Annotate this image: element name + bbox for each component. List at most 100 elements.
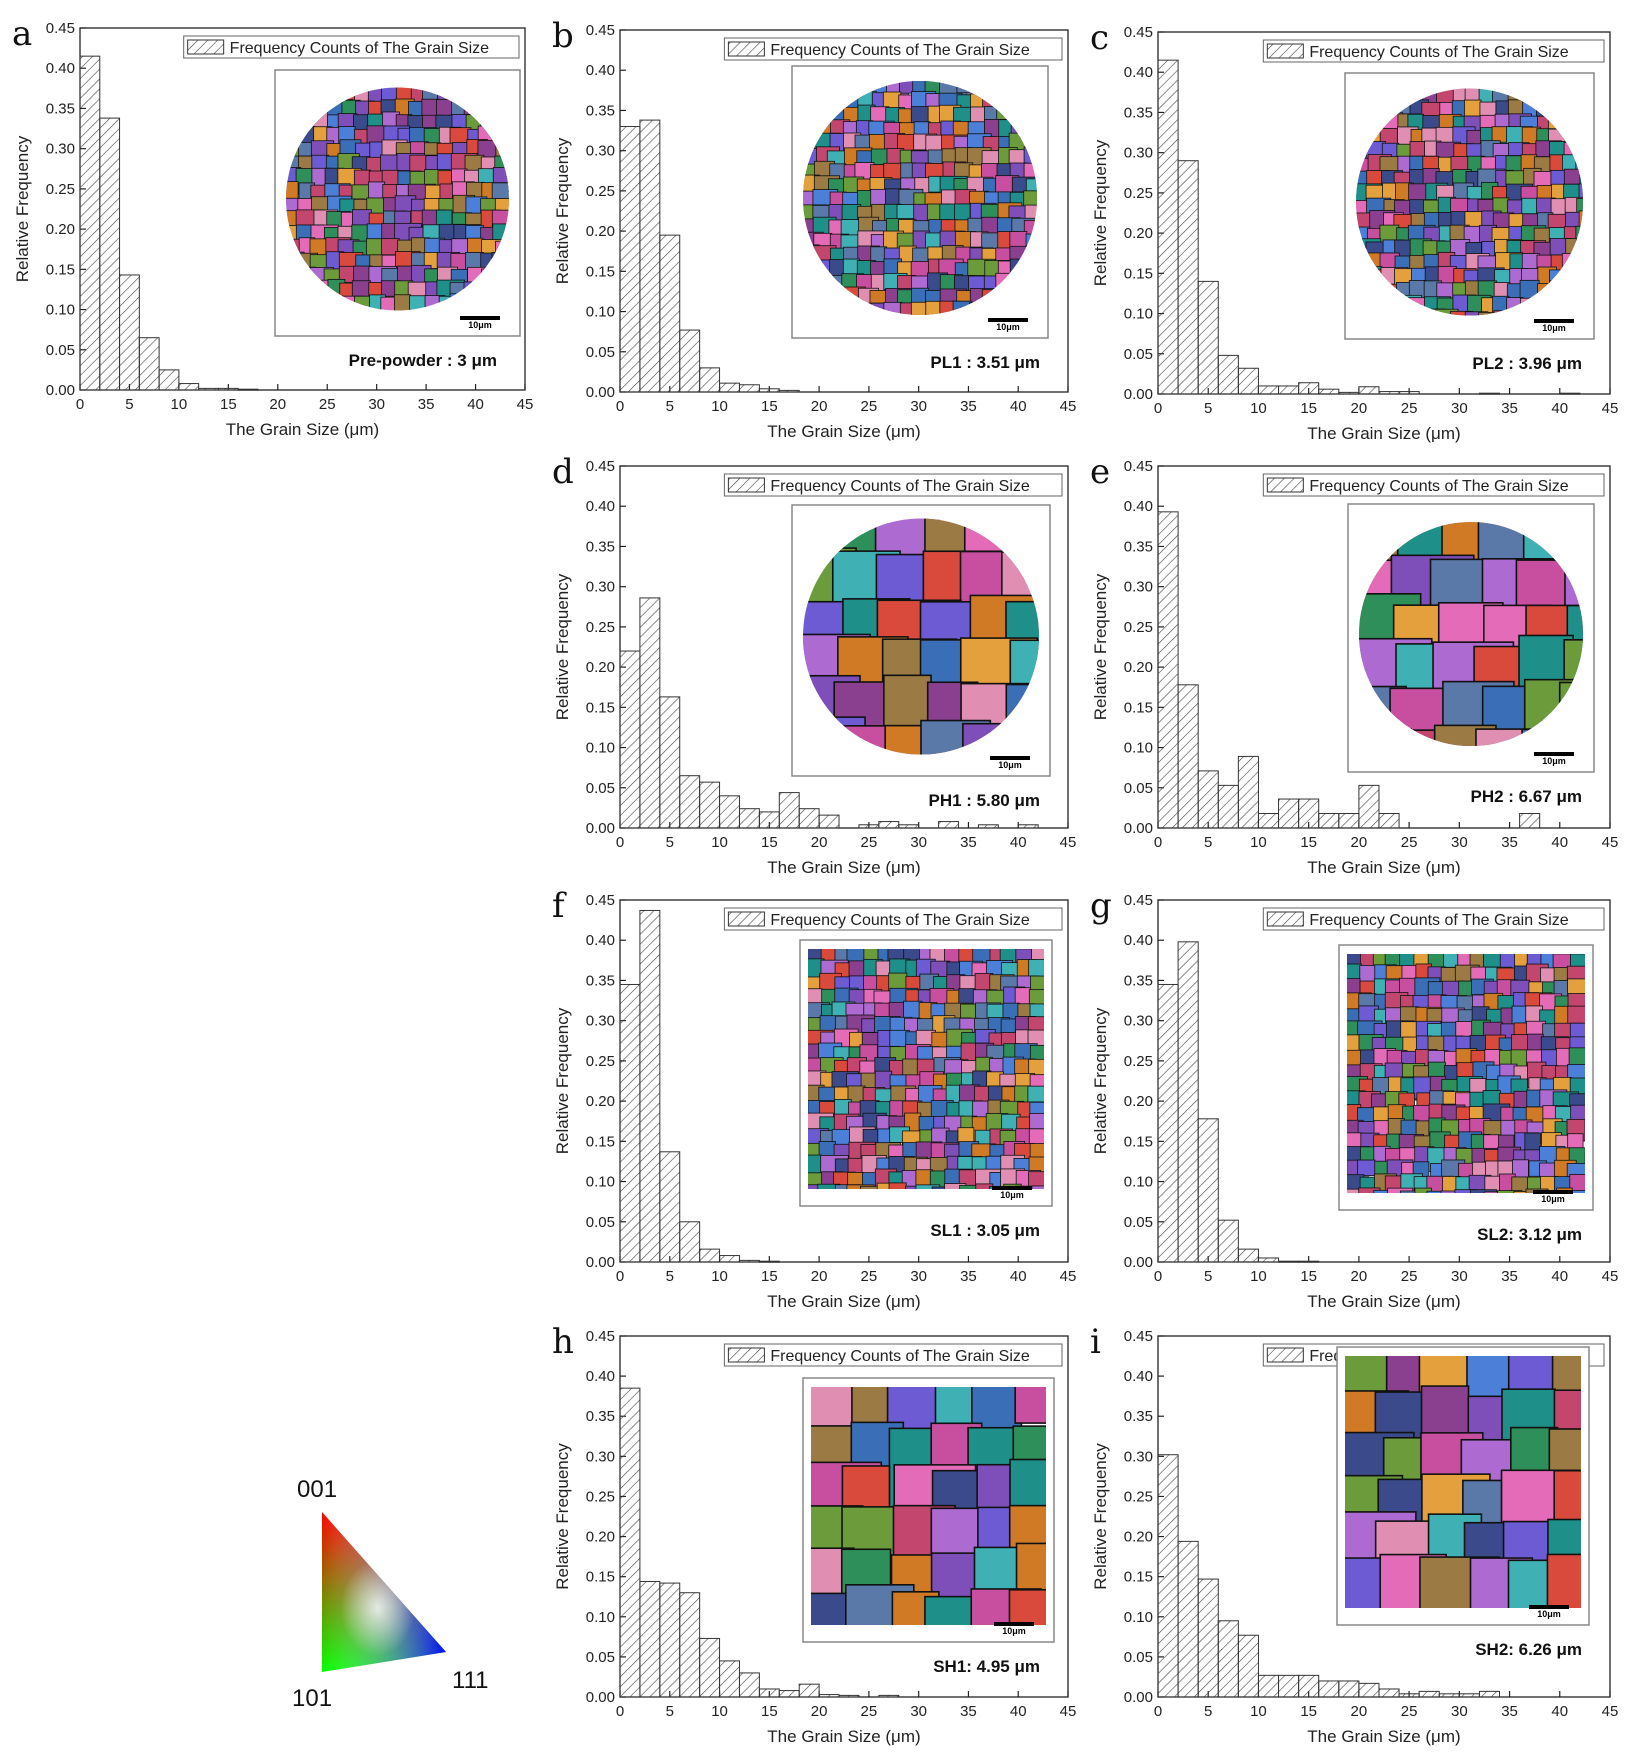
x-tick-label: 45 bbox=[1060, 1268, 1077, 1285]
bar bbox=[719, 795, 740, 829]
bar bbox=[679, 775, 701, 829]
panel-letter: d bbox=[552, 452, 574, 492]
bar bbox=[738, 1259, 760, 1263]
x-tick-label: 30 bbox=[1451, 834, 1468, 851]
panel-letter: c bbox=[1090, 18, 1109, 58]
bar bbox=[1278, 1260, 1300, 1263]
scale-bar bbox=[994, 1622, 1034, 1626]
x-tick-label: 5 bbox=[666, 1703, 674, 1720]
legend-entry: Frequency Counts of The Grain Size bbox=[770, 478, 1029, 495]
bar bbox=[1298, 798, 1320, 829]
scale-bar-label: 10μm bbox=[1002, 1626, 1026, 1636]
legend-box bbox=[723, 907, 1063, 931]
bar bbox=[1298, 382, 1320, 395]
bar bbox=[217, 387, 239, 391]
ebsd-grain-map bbox=[808, 949, 1044, 1189]
bar bbox=[838, 1694, 860, 1698]
x-tick-label: 20 bbox=[811, 398, 828, 415]
y-tick-label: 0.30 bbox=[1124, 1448, 1153, 1465]
x-tick-label: 0 bbox=[616, 1268, 624, 1285]
y-tick-label: 0.00 bbox=[586, 820, 615, 837]
bar bbox=[738, 808, 760, 829]
mean-grain-size-annotation: PL2 : 3.96 μm bbox=[1472, 354, 1582, 373]
x-axis-label: The Grain Size (μm) bbox=[1307, 1292, 1460, 1311]
legend-swatch bbox=[1266, 911, 1304, 927]
bar bbox=[198, 387, 219, 391]
x-tick-label: 35 bbox=[960, 1703, 977, 1720]
x-tick-label: 15 bbox=[1300, 400, 1317, 417]
bar bbox=[1197, 1578, 1219, 1698]
bar bbox=[1257, 385, 1280, 395]
y-tick-label: 0.15 bbox=[1124, 1133, 1153, 1150]
x-axis-label: The Grain Size (μm) bbox=[767, 422, 920, 441]
y-tick-label: 0.10 bbox=[586, 304, 615, 321]
x-tick-label: 5 bbox=[666, 1268, 674, 1285]
bar bbox=[1157, 59, 1179, 395]
y-tick-label: 0.20 bbox=[1124, 1529, 1153, 1546]
y-axis-label: Relative Frequency bbox=[1091, 139, 1110, 286]
x-tick-label: 20 bbox=[811, 1703, 828, 1720]
bar bbox=[1338, 391, 1360, 395]
y-axis-label: Relative Frequency bbox=[1091, 1443, 1110, 1590]
y-tick-label: 0.15 bbox=[586, 1133, 615, 1150]
bar bbox=[1217, 1219, 1239, 1263]
x-tick-label: 0 bbox=[1154, 1703, 1162, 1720]
bar bbox=[1358, 386, 1380, 395]
mean-grain-size-annotation: SH2: 6.26 μm bbox=[1475, 1640, 1582, 1659]
x-tick-label: 30 bbox=[910, 1703, 927, 1720]
x-tick-label: 15 bbox=[761, 1703, 778, 1720]
bar bbox=[1257, 813, 1280, 829]
y-tick-label: 0.40 bbox=[1124, 498, 1153, 515]
bar bbox=[619, 983, 641, 1263]
x-tick-label: 45 bbox=[1060, 1703, 1077, 1720]
x-tick-label: 10 bbox=[1250, 400, 1267, 417]
y-tick-label: 0.35 bbox=[1124, 1408, 1153, 1425]
chart-panel-g: g 0.00 0.05 0.10 0.15 0.20 0.25 0.30 0.35 0.40 0.4… bbox=[1090, 886, 1618, 1311]
legend-entry: Frequency Counts of The Grain Size bbox=[1309, 44, 1568, 61]
bar bbox=[699, 1248, 721, 1263]
x-tick-label: 5 bbox=[1204, 1268, 1212, 1285]
x-tick-label: 35 bbox=[1501, 400, 1518, 417]
ipf-label-001: 001 bbox=[297, 1476, 337, 1503]
x-tick-label: 0 bbox=[76, 396, 84, 413]
y-tick-label: 0.25 bbox=[586, 1488, 615, 1505]
y-tick-label: 0.30 bbox=[46, 141, 75, 158]
x-axis-label: The Grain Size (μm) bbox=[767, 1727, 920, 1746]
y-axis-label: Relative Frequency bbox=[553, 137, 572, 284]
y-tick-label: 0.40 bbox=[586, 1368, 615, 1385]
panel-letter: b bbox=[552, 16, 574, 56]
bar bbox=[977, 824, 999, 829]
x-tick-label: 10 bbox=[1250, 834, 1267, 851]
bar bbox=[119, 274, 140, 391]
x-tick-label: 35 bbox=[1501, 1268, 1518, 1285]
y-tick-label: 0.45 bbox=[586, 458, 615, 475]
ipf-color-key: 001 101 111 bbox=[292, 1476, 488, 1712]
y-tick-label: 0.05 bbox=[1124, 1214, 1153, 1231]
y-tick-label: 0.20 bbox=[586, 1093, 615, 1110]
x-tick-label: 45 bbox=[1602, 834, 1619, 851]
y-tick-label: 0.10 bbox=[1124, 740, 1153, 757]
legend-swatch bbox=[187, 39, 225, 55]
ebsd-grain-map bbox=[1347, 954, 1585, 1193]
y-tick-label: 0.20 bbox=[1124, 1093, 1153, 1110]
y-tick-label: 0.15 bbox=[586, 699, 615, 716]
legend-swatch bbox=[727, 911, 765, 927]
mean-grain-size-annotation: Pre-powder : 3 μm bbox=[349, 351, 497, 370]
x-tick-label: 25 bbox=[1401, 1703, 1418, 1720]
chart-panel-c: c 0.00 0.05 0.10 0.15 0.20 0.25 0.30 0.35 0.40 0.4… bbox=[1090, 18, 1618, 443]
bar bbox=[679, 1221, 701, 1263]
bar bbox=[619, 650, 641, 829]
y-axis-label: Relative Frequency bbox=[553, 1007, 572, 1154]
bar bbox=[1378, 1688, 1400, 1698]
y-tick-label: 0.25 bbox=[586, 619, 615, 636]
mean-grain-size-annotation: PH1 : 5.80 μm bbox=[928, 791, 1040, 810]
y-tick-label: 0.30 bbox=[1124, 1013, 1153, 1030]
y-tick-label: 0.15 bbox=[1124, 265, 1153, 282]
bar bbox=[758, 1688, 780, 1698]
y-tick-label: 0.45 bbox=[1124, 1328, 1153, 1345]
y-tick-label: 0.05 bbox=[586, 780, 615, 797]
bar bbox=[758, 388, 780, 393]
x-tick-label: 0 bbox=[616, 834, 624, 851]
bar bbox=[898, 824, 920, 829]
